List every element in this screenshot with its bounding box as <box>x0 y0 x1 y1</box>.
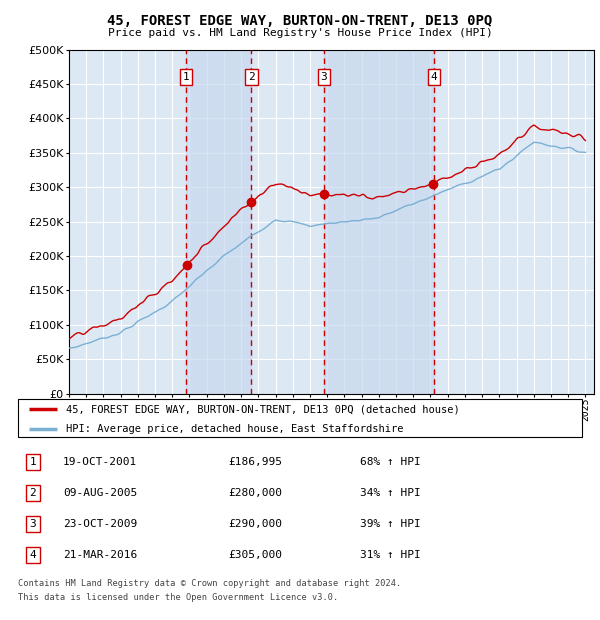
Text: This data is licensed under the Open Government Licence v3.0.: This data is licensed under the Open Gov… <box>18 593 338 602</box>
Text: £186,995: £186,995 <box>228 457 282 467</box>
Text: 39% ↑ HPI: 39% ↑ HPI <box>360 519 421 529</box>
Text: Price paid vs. HM Land Registry's House Price Index (HPI): Price paid vs. HM Land Registry's House … <box>107 28 493 38</box>
Text: 09-AUG-2005: 09-AUG-2005 <box>63 488 137 498</box>
Text: Contains HM Land Registry data © Crown copyright and database right 2024.: Contains HM Land Registry data © Crown c… <box>18 579 401 588</box>
Text: 34% ↑ HPI: 34% ↑ HPI <box>360 488 421 498</box>
Bar <box>324 50 434 394</box>
Text: £290,000: £290,000 <box>228 519 282 529</box>
Text: £280,000: £280,000 <box>228 488 282 498</box>
Text: HPI: Average price, detached house, East Staffordshire: HPI: Average price, detached house, East… <box>66 423 403 433</box>
Text: 2: 2 <box>29 488 37 498</box>
Text: 19-OCT-2001: 19-OCT-2001 <box>63 457 137 467</box>
Text: 45, FOREST EDGE WAY, BURTON-ON-TRENT, DE13 0PQ (detached house): 45, FOREST EDGE WAY, BURTON-ON-TRENT, DE… <box>66 404 460 414</box>
Text: 2: 2 <box>248 72 255 82</box>
Text: 21-MAR-2016: 21-MAR-2016 <box>63 550 137 560</box>
Text: £305,000: £305,000 <box>228 550 282 560</box>
Text: 4: 4 <box>29 550 37 560</box>
Text: 1: 1 <box>182 72 190 82</box>
Text: 3: 3 <box>29 519 37 529</box>
Text: 23-OCT-2009: 23-OCT-2009 <box>63 519 137 529</box>
Text: 31% ↑ HPI: 31% ↑ HPI <box>360 550 421 560</box>
Text: 68% ↑ HPI: 68% ↑ HPI <box>360 457 421 467</box>
Text: 1: 1 <box>29 457 37 467</box>
Bar <box>186 50 251 394</box>
Text: 3: 3 <box>320 72 327 82</box>
Text: 45, FOREST EDGE WAY, BURTON-ON-TRENT, DE13 0PQ: 45, FOREST EDGE WAY, BURTON-ON-TRENT, DE… <box>107 14 493 29</box>
Text: 4: 4 <box>431 72 437 82</box>
